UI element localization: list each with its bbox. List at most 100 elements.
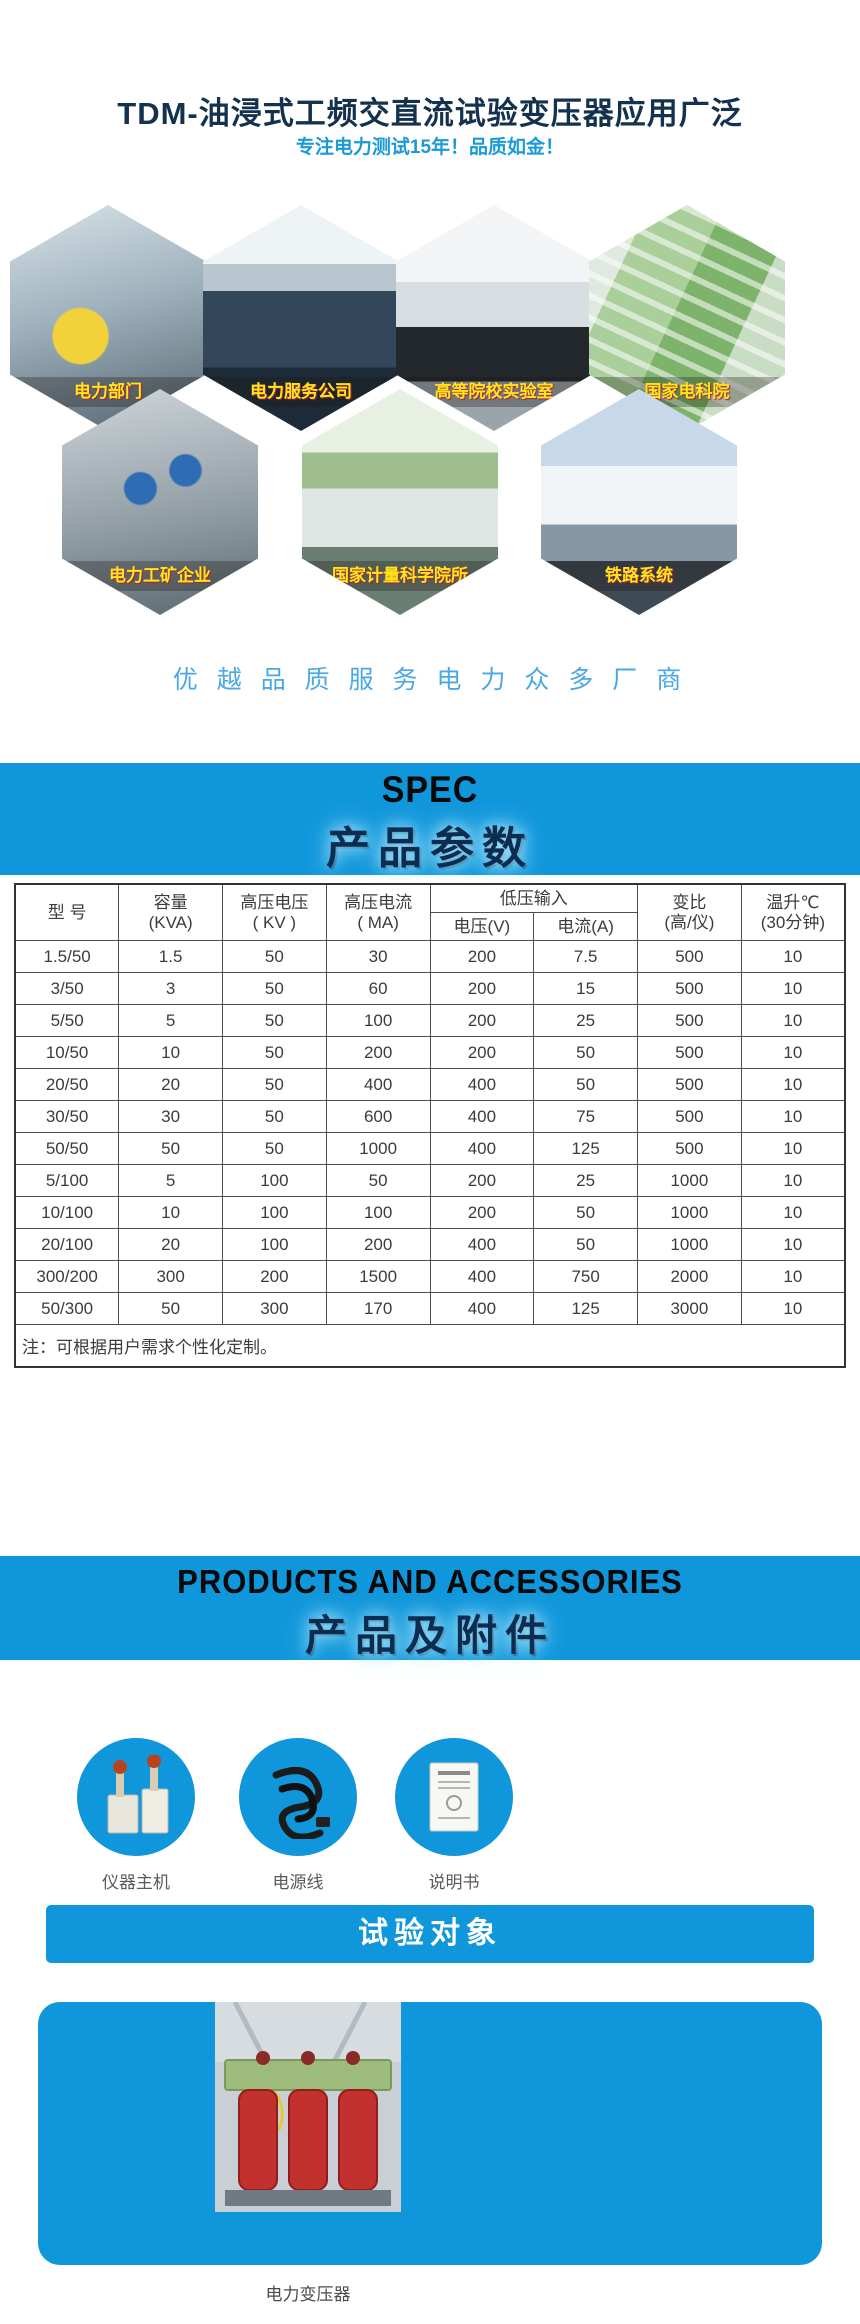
accessory-photo-circle	[77, 1738, 195, 1856]
table-row: 10/50 10 50 200 200 50 500 10	[14, 1036, 846, 1069]
table-note: 注：可根据用户需求个性化定制。	[14, 1324, 846, 1368]
cell-hv-current: 600	[325, 1100, 431, 1133]
spec-banner: SPEC 产品参数	[0, 763, 860, 875]
cell-model: 50/300	[14, 1292, 120, 1325]
test-object-banner: 试验对象	[46, 1905, 814, 1963]
cell-capacity: 10	[118, 1196, 223, 1229]
cell-hv-voltage: 200	[222, 1260, 327, 1293]
spec-table-body: 1.5/50 1.5 50 30 200 7.5 500 10 3/50 3 5…	[14, 940, 846, 1325]
power-transformer-photo	[215, 2002, 401, 2212]
cell-capacity: 30	[118, 1100, 223, 1133]
header-ratio: 变比 (高/仪)	[637, 883, 742, 941]
application-hexagon-grid: 电力部门 电力服务公司 高等院校实验室 国家电科院 电力工矿企业 国家计量科学院…	[0, 205, 860, 617]
accessory-item: 电源线	[239, 1738, 357, 1893]
cell-hv-voltage: 50	[222, 1004, 327, 1037]
cell-capacity: 10	[118, 1036, 223, 1069]
cell-temp-rise: 10	[740, 1196, 846, 1229]
products-title-en: PRODUCTS AND ACCESSORIES	[177, 1562, 683, 1601]
cell-capacity: 3	[118, 972, 223, 1005]
cell-ratio: 500	[637, 972, 742, 1005]
cell-lv-voltage: 200	[429, 1036, 535, 1069]
cell-hv-current: 200	[325, 1228, 431, 1261]
cell-hv-current: 400	[325, 1068, 431, 1101]
cell-hv-voltage: 50	[222, 1132, 327, 1165]
cell-lv-current: 50	[533, 1228, 638, 1261]
header-temp-rise: 温升℃ (30分钟)	[740, 883, 846, 941]
cell-model: 3/50	[14, 972, 120, 1005]
table-note-row: 注：可根据用户需求个性化定制。	[14, 1324, 846, 1368]
cell-hv-current: 30	[325, 940, 431, 973]
hexagon-label: 铁路系统	[541, 561, 737, 591]
cell-model: 5/100	[14, 1164, 120, 1197]
cell-model: 1.5/50	[14, 940, 120, 973]
cell-hv-voltage: 300	[222, 1292, 327, 1325]
cell-hv-current: 1000	[325, 1132, 431, 1165]
cell-ratio: 500	[637, 1132, 742, 1165]
table-row: 5/100 5 100 50 200 25 1000 10	[14, 1164, 846, 1197]
cell-hv-current: 200	[325, 1036, 431, 1069]
cell-model: 5/50	[14, 1004, 120, 1037]
table-row: 1.5/50 1.5 50 30 200 7.5 500 10	[14, 940, 846, 973]
cell-lv-voltage: 200	[429, 972, 535, 1005]
cell-lv-current: 50	[533, 1068, 638, 1101]
cell-ratio: 500	[637, 1068, 742, 1101]
cell-lv-current: 15	[533, 972, 638, 1005]
header-lv-voltage: 电压(V)	[429, 912, 535, 941]
cell-ratio: 2000	[637, 1260, 742, 1293]
cell-temp-rise: 10	[740, 1132, 846, 1165]
cell-capacity: 300	[118, 1260, 223, 1293]
cell-model: 10/50	[14, 1036, 120, 1069]
cell-temp-rise: 10	[740, 1260, 846, 1293]
cell-ratio: 500	[637, 940, 742, 973]
table-row: 300/200 300 200 1500 400 750 2000 10	[14, 1260, 846, 1293]
cell-ratio: 1000	[637, 1164, 742, 1197]
cell-lv-current: 50	[533, 1196, 638, 1229]
table-row: 3/50 3 50 60 200 15 500 10	[14, 972, 846, 1005]
accessory-label: 说明书	[428, 1873, 480, 1892]
table-row: 50/300 50 300 170 400 125 3000 10	[14, 1292, 846, 1325]
cell-temp-rise: 10	[740, 1164, 846, 1197]
hexagon-item: 电力服务公司	[203, 205, 399, 431]
cell-hv-voltage: 100	[222, 1196, 327, 1229]
spec-title-cn: 产品参数	[326, 824, 534, 873]
table-row: 20/100 20 100 200 400 50 1000 10	[14, 1228, 846, 1261]
test-object-panel	[38, 2002, 822, 2265]
cell-hv-voltage: 100	[222, 1228, 327, 1261]
cell-hv-current: 50	[325, 1164, 431, 1197]
hexagon-item: 电力部门	[10, 205, 206, 431]
hexagon-item: 电力工矿企业	[62, 389, 258, 615]
accessory-item: 仪器主机	[77, 1738, 195, 1893]
cell-ratio: 500	[637, 1100, 742, 1133]
hexagon-label: 电力工矿企业	[62, 561, 258, 591]
hexagon-item: 国家计量科学院所	[302, 389, 498, 615]
header-hv-current: 高压电流 ( MA)	[325, 883, 431, 941]
cell-capacity: 5	[118, 1164, 223, 1197]
cell-ratio: 1000	[637, 1196, 742, 1229]
cell-hv-current: 170	[325, 1292, 431, 1325]
quality-tagline: 优 越 品 质 服 务 电 力 众 多 厂 商	[172, 666, 688, 694]
cell-capacity: 50	[118, 1132, 223, 1165]
accessory-label: 电源线	[272, 1873, 324, 1892]
cell-temp-rise: 10	[740, 1292, 846, 1325]
cell-hv-voltage: 50	[222, 1068, 327, 1101]
table-row: 50/50 50 50 1000 400 125 500 10	[14, 1132, 846, 1165]
cell-hv-current: 60	[325, 972, 431, 1005]
cell-capacity: 20	[118, 1068, 223, 1101]
hexagon-label: 国家计量科学院所	[302, 561, 498, 591]
accessory-photo	[429, 1762, 479, 1832]
cell-lv-current: 50	[533, 1036, 638, 1069]
cell-model: 20/50	[14, 1068, 120, 1101]
header-lv-current: 电流(A)	[533, 912, 638, 941]
cell-lv-voltage: 200	[429, 1004, 535, 1037]
cell-ratio: 1000	[637, 1228, 742, 1261]
accessory-photo-circle	[239, 1738, 357, 1856]
page-title: TDM-油浸式工频交直流试验变压器应用广泛	[117, 96, 743, 131]
cell-lv-voltage: 200	[429, 1196, 535, 1229]
accessory-photo	[107, 1755, 169, 1834]
spec-table: 型 号 容量 (KVA) 高压电压 ( KV ) 高压电流 ( MA) 低压输入…	[14, 883, 846, 1368]
cell-model: 10/100	[14, 1196, 120, 1229]
cell-model: 20/100	[14, 1228, 120, 1261]
products-title-cn: 产品及附件	[304, 1612, 555, 1659]
header-hv-voltage: 高压电压 ( KV )	[222, 883, 327, 941]
spec-table-header: 型 号 容量 (KVA) 高压电压 ( KV ) 高压电流 ( MA) 低压输入…	[14, 883, 846, 941]
